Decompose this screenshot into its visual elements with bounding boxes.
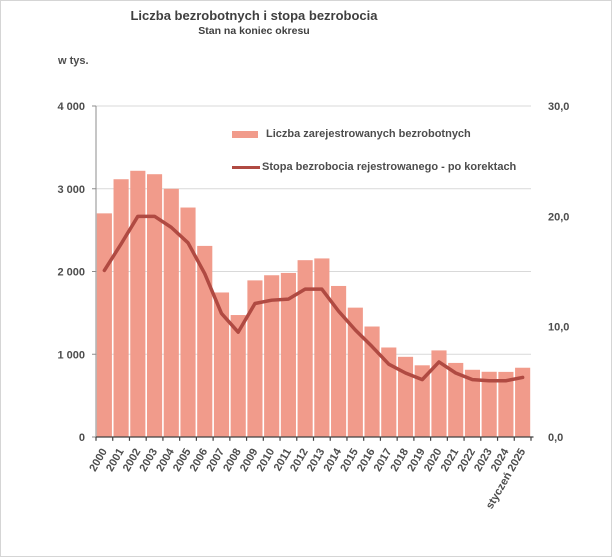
bar-2016 — [364, 326, 380, 437]
legend: Liczba zarejestrowanych bezrobotnych Sto… — [232, 127, 516, 193]
bar-2015 — [347, 307, 363, 437]
y-right-tick-label: 30,0 — [548, 101, 569, 113]
legend-label-bars: Liczba zarejestrowanych bezrobotnych — [266, 128, 471, 140]
bar-2001 — [113, 179, 129, 438]
chart-subtitle: Stan na koniec okresu — [198, 25, 310, 37]
bar-2000 — [96, 213, 112, 437]
chart-title: Liczba bezrobotnych i stopa bezrobocia — [130, 8, 378, 23]
left-axis-unit-label: w tys. — [58, 55, 89, 67]
legend-item-line: Stopa bezrobocia rejestrowanego - po kor… — [232, 160, 516, 174]
bar-2022 — [464, 369, 481, 437]
x-axis-labels: 2000200120022003200420052006200720082009… — [87, 446, 528, 512]
legend-item-bars: Liczba zarejestrowanych bezrobotnych — [232, 127, 516, 141]
bar-2009 — [247, 280, 263, 437]
rate-line — [102, 214, 525, 383]
bar-2017 — [381, 347, 397, 437]
bar-2008 — [230, 315, 246, 437]
y-axis-right-labels: 0,0 10,0 20,0 30,0 — [548, 101, 569, 444]
x-tick-label-2010: 2010 — [255, 447, 278, 474]
bar-2003 — [146, 174, 163, 437]
y-left-tick-label: 2 000 — [57, 267, 85, 279]
y-left-tick-label: 3 000 — [57, 184, 85, 196]
y-axis-left — [92, 105, 97, 438]
bar-2020 — [431, 350, 447, 437]
y-right-tick-label: 10,0 — [548, 322, 569, 334]
line-series-swatch — [232, 165, 260, 169]
y-right-tick-label: 0,0 — [548, 432, 563, 444]
bars-series — [96, 170, 531, 438]
bar-2010 — [264, 275, 280, 437]
y-left-tick-label: 1 000 — [57, 349, 85, 361]
bar-2002 — [130, 170, 146, 438]
bar-2021 — [448, 362, 464, 437]
bar-2019 — [414, 365, 430, 437]
bar-2004 — [163, 188, 179, 437]
bar-series-swatch — [232, 130, 258, 138]
x-axis — [95, 436, 534, 441]
bar-2011 — [280, 272, 296, 437]
bar-2007 — [213, 292, 230, 437]
bar-2024 — [498, 371, 514, 437]
legend-label-line: Stopa bezrobocia rejestrowanego - po kor… — [262, 161, 517, 173]
bar-2023 — [481, 371, 497, 437]
bar-2006 — [197, 245, 213, 437]
y-right-tick-label: 20,0 — [548, 211, 569, 223]
bar-2005 — [180, 207, 196, 437]
y-left-tick-label: 0 — [79, 432, 85, 444]
bar-2013 — [314, 258, 330, 437]
bar-2012 — [297, 260, 313, 437]
bar-2014 — [331, 285, 347, 437]
y-left-tick-label: 4 000 — [57, 101, 85, 113]
bar-2018 — [397, 356, 414, 437]
bar-styczeń 2025 — [515, 367, 531, 437]
y-axis-left-labels: 0 1 000 2 000 3 000 4 000 — [57, 101, 85, 444]
